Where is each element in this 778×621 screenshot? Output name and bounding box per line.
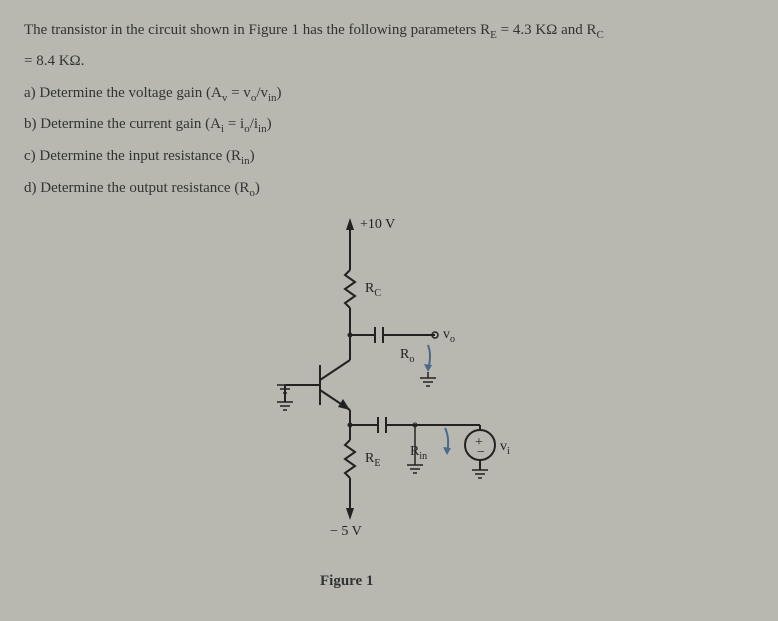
question-b: b) Determine the current gain (Ai = io/i… [24, 110, 754, 140]
svg-text:−: − [477, 445, 485, 460]
problem-line1-mid: = 4.3 KΩ and R [497, 22, 597, 38]
question-list: a) Determine the voltage gain (Av = vo/v… [24, 79, 754, 205]
question-c: c) Determine the input resistance (Rin) [24, 142, 754, 172]
vee-label: − 5 V [330, 524, 362, 539]
figure-label: Figure 1 [320, 573, 373, 590]
vo-label: vo [443, 327, 455, 345]
problem-line2: = 8.4 KΩ. [24, 49, 754, 73]
circuit-figure: +10 V RC vo Ro [250, 210, 530, 590]
question-a: a) Determine the voltage gain (Av = vo/v… [24, 79, 754, 109]
problem-line1-sub1: E [490, 29, 497, 41]
question-d: d) Determine the output resistance (Ro) [24, 174, 754, 204]
rc-label: RC [365, 281, 381, 299]
problem-line1-sub2: C [597, 29, 604, 41]
ro-label: Ro [400, 347, 414, 365]
problem-line1-pre: The transistor in the circuit shown in F… [24, 22, 490, 38]
vcc-label: +10 V [360, 217, 395, 232]
rin-label: Rin [410, 444, 427, 462]
problem-statement: The transistor in the circuit shown in F… [24, 18, 754, 45]
re-label: RE [365, 451, 380, 469]
circuit-svg: +10 V RC vo Ro [250, 210, 530, 570]
vi-label: vi [500, 439, 510, 457]
